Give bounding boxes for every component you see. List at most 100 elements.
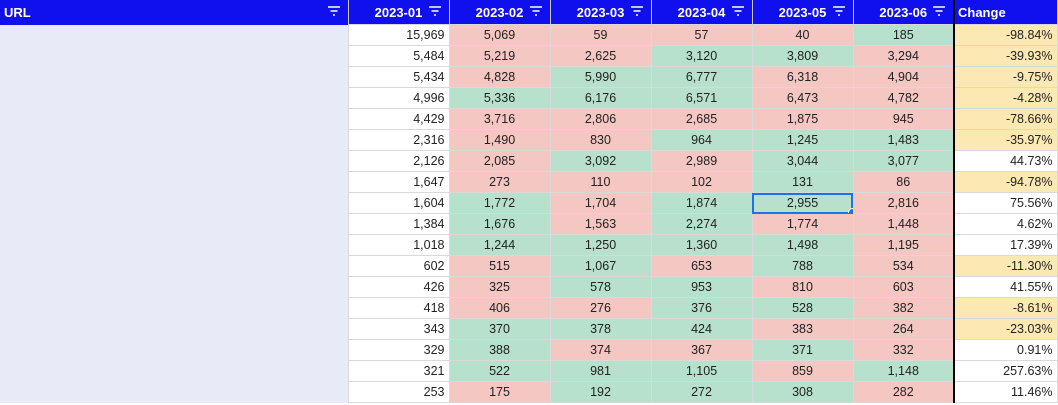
column-header-month[interactable]: 2023-01 [348,0,450,25]
url-cell[interactable] [0,213,349,235]
value-cell[interactable]: 603 [852,276,955,298]
value-cell[interactable]: 175 [448,381,551,403]
change-cell[interactable]: -94.78% [953,171,1058,193]
selected-cell[interactable]: 2,955 [751,192,854,214]
value-cell[interactable]: 3,809 [751,45,854,67]
value-cell[interactable]: 3,294 [852,45,955,67]
url-cell[interactable] [0,108,349,130]
value-cell[interactable]: 329 [347,339,450,361]
value-cell[interactable]: 1,483 [852,129,955,151]
change-cell[interactable]: -9.75% [953,66,1058,88]
value-cell[interactable]: 5,069 [448,24,551,46]
value-cell[interactable]: 1,244 [448,234,551,256]
value-cell[interactable]: 15,969 [347,24,450,46]
url-cell[interactable] [0,318,349,340]
filter-icon[interactable] [731,6,744,16]
value-cell[interactable]: 653 [650,255,753,277]
change-cell[interactable]: -39.93% [953,45,1058,67]
filter-icon[interactable] [630,6,643,16]
column-header-month[interactable]: 2023-05 [752,0,854,25]
filter-icon[interactable] [832,6,845,16]
column-header-month[interactable]: 2023-06 [853,0,955,25]
url-cell[interactable] [0,24,349,46]
value-cell[interactable]: 382 [852,297,955,319]
url-cell[interactable] [0,66,349,88]
url-cell[interactable] [0,360,349,382]
value-cell[interactable]: 332 [852,339,955,361]
url-cell[interactable] [0,234,349,256]
value-cell[interactable]: 2,316 [347,129,450,151]
change-cell[interactable]: -11.30% [953,255,1058,277]
value-cell[interactable]: 964 [650,129,753,151]
value-cell[interactable]: 367 [650,339,753,361]
fill-handle[interactable] [847,208,852,213]
value-cell[interactable]: 1,148 [852,360,955,382]
value-cell[interactable]: 253 [347,381,450,403]
value-cell[interactable]: 2,126 [347,150,450,172]
value-cell[interactable]: 2,625 [549,45,652,67]
value-cell[interactable]: 1,604 [347,192,450,214]
change-cell[interactable]: -23.03% [953,318,1058,340]
value-cell[interactable]: 185 [852,24,955,46]
value-cell[interactable]: 578 [549,276,652,298]
value-cell[interactable]: 5,219 [448,45,551,67]
change-cell[interactable]: 17.39% [953,234,1058,256]
value-cell[interactable]: 374 [549,339,652,361]
value-cell[interactable]: 534 [852,255,955,277]
value-cell[interactable]: 1,018 [347,234,450,256]
value-cell[interactable]: 2,806 [549,108,652,130]
value-cell[interactable]: 1,105 [650,360,753,382]
change-cell[interactable]: 0.91% [953,339,1058,361]
change-cell[interactable]: -78.66% [953,108,1058,130]
value-cell[interactable]: 276 [549,297,652,319]
url-cell[interactable] [0,87,349,109]
value-cell[interactable]: 1,774 [751,213,854,235]
value-cell[interactable]: 406 [448,297,551,319]
value-cell[interactable]: 5,990 [549,66,652,88]
value-cell[interactable]: 788 [751,255,854,277]
value-cell[interactable]: 4,904 [852,66,955,88]
value-cell[interactable]: 4,782 [852,87,955,109]
url-cell[interactable] [0,276,349,298]
value-cell[interactable]: 981 [549,360,652,382]
value-cell[interactable]: 6,571 [650,87,753,109]
value-cell[interactable]: 192 [549,381,652,403]
filter-icon[interactable] [327,6,340,16]
column-header-url[interactable]: URL [0,0,349,25]
value-cell[interactable]: 2,816 [852,192,955,214]
value-cell[interactable]: 1,874 [650,192,753,214]
value-cell[interactable]: 131 [751,171,854,193]
change-cell[interactable]: -4.28% [953,87,1058,109]
change-cell[interactable]: -98.84% [953,24,1058,46]
change-cell[interactable]: -8.61% [953,297,1058,319]
value-cell[interactable]: 522 [448,360,551,382]
value-cell[interactable]: 6,777 [650,66,753,88]
value-cell[interactable]: 59 [549,24,652,46]
url-cell[interactable] [0,255,349,277]
change-cell[interactable]: 257.63% [953,360,1058,382]
url-cell[interactable] [0,171,349,193]
value-cell[interactable]: 3,120 [650,45,753,67]
value-cell[interactable]: 273 [448,171,551,193]
value-cell[interactable]: 376 [650,297,753,319]
value-cell[interactable]: 810 [751,276,854,298]
value-cell[interactable]: 515 [448,255,551,277]
value-cell[interactable]: 371 [751,339,854,361]
filter-icon[interactable] [933,6,945,16]
value-cell[interactable]: 2,085 [448,150,551,172]
value-cell[interactable]: 6,318 [751,66,854,88]
url-cell[interactable] [0,45,349,67]
value-cell[interactable]: 1,490 [448,129,551,151]
value-cell[interactable]: 4,828 [448,66,551,88]
value-cell[interactable]: 859 [751,360,854,382]
value-cell[interactable]: 945 [852,108,955,130]
value-cell[interactable]: 1,448 [852,213,955,235]
url-cell[interactable] [0,339,349,361]
filter-icon[interactable] [428,6,441,16]
value-cell[interactable]: 1,250 [549,234,652,256]
value-cell[interactable]: 378 [549,318,652,340]
value-cell[interactable]: 57 [650,24,753,46]
column-header-month[interactable]: 2023-02 [449,0,551,25]
value-cell[interactable]: 2,685 [650,108,753,130]
value-cell[interactable]: 1,875 [751,108,854,130]
